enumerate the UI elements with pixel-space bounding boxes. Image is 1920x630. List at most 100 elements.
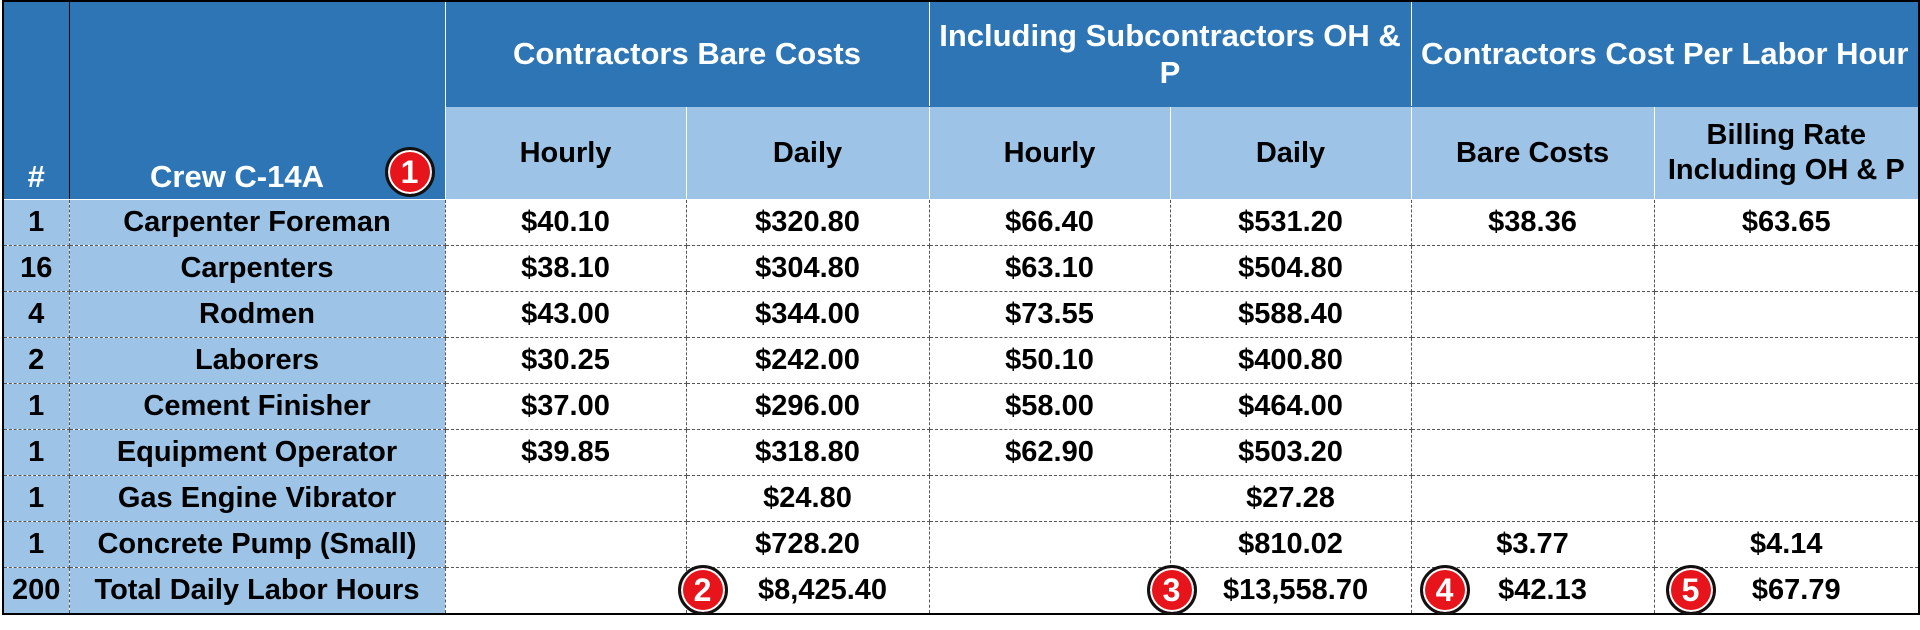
table-cell <box>928 475 1171 522</box>
header-text: Contractors Bare Costs <box>513 36 861 72</box>
table-cell <box>1653 475 1920 522</box>
table-cell: Gas Engine Vibrator <box>68 475 446 522</box>
table-cell: 16 <box>2 245 70 292</box>
cell-text: $8,425.40 <box>758 573 888 606</box>
table-cell: 1 <box>2 383 70 430</box>
header-text: # <box>27 158 45 194</box>
table-row: 1 Concrete Pump (Small) $728.20 $810.02 $3.7… <box>2 521 1920 568</box>
table-cell: 1 <box>2 199 70 246</box>
group-header: Including Subcontractors OH & P <box>928 0 1412 107</box>
table-cell: $30.25 <box>444 337 687 384</box>
table-cell: $400.80 <box>1169 337 1412 384</box>
cell-text: Concrete Pump (Small) <box>97 528 417 561</box>
table-cell: Rodmen <box>68 291 446 338</box>
table-cell: Concrete Pump (Small) <box>68 521 446 568</box>
table-cell <box>928 521 1171 568</box>
cell-text: $38.36 <box>1488 206 1577 239</box>
header-text: Crew C-14A <box>150 158 324 194</box>
cell-text: $504.80 <box>1238 252 1343 285</box>
table-cell <box>928 567 1171 614</box>
header-text: Hourly <box>1003 136 1096 169</box>
cell-text: 1 <box>28 206 45 239</box>
table-cell: $504.80 <box>1169 245 1412 292</box>
header-text: Hourly <box>519 136 612 169</box>
cell-text: $66.40 <box>1005 206 1094 239</box>
cell-text: $588.40 <box>1238 298 1343 331</box>
table-cell: 4 <box>2 291 70 338</box>
header-text: Bare Costs <box>1455 136 1610 169</box>
cell-text: $728.20 <box>755 528 860 561</box>
cell-text: 1 <box>28 528 45 561</box>
cell-text: Carpenter Foreman <box>123 206 391 239</box>
cell-text: 1 <box>28 482 45 515</box>
subheader: Hourly <box>444 106 687 200</box>
table-cell: Total Daily Labor Hours <box>68 567 446 614</box>
table-cell: $58.00 <box>928 383 1171 430</box>
table-cell: $304.80 <box>685 245 930 292</box>
cell-text: 16 <box>20 252 53 285</box>
cell-text: 1 <box>28 436 45 469</box>
table-cell <box>444 475 687 522</box>
table-cell: $73.55 <box>928 291 1171 338</box>
table-cell <box>1410 291 1655 338</box>
table-cell: $37.00 <box>444 383 687 430</box>
table-cell: $503.20 <box>1169 429 1412 476</box>
cell-text: Total Daily Labor Hours <box>94 573 420 606</box>
table-cell: $24.80 <box>685 475 930 522</box>
table-row: 1 Gas Engine Vibrator $24.80 $27.28 <box>2 475 1920 522</box>
table-cell: $464.00 <box>1169 383 1412 430</box>
subheader: Billing Rate Including OH & P <box>1653 106 1920 200</box>
subheader: Hourly <box>928 106 1171 200</box>
cell-text: $63.65 <box>1741 206 1831 239</box>
table-cell: Equipment Operator <box>68 429 446 476</box>
table-cell: $8,425.40 2 <box>677 565 930 616</box>
table-cell: $62.90 <box>928 429 1171 476</box>
cell-text: Cement Finisher <box>143 390 371 423</box>
cell-text: Carpenters <box>180 252 334 285</box>
cell-text: $67.79 <box>1751 573 1841 606</box>
header-text: Contractors Cost Per Labor Hour <box>1421 36 1909 72</box>
table-row: 1 Equipment Operator $39.85 $318.80 $62.90 $5… <box>2 429 1920 476</box>
group-header: Contractors Cost Per Labor Hour <box>1410 0 1920 107</box>
table-cell <box>1653 337 1920 384</box>
table-cell: $40.10 <box>444 199 687 246</box>
table-cell: $344.00 <box>685 291 930 338</box>
table-cell: $13,558.70 3 <box>1146 565 1412 616</box>
table-cell: 1 <box>2 521 70 568</box>
table-cell <box>1653 383 1920 430</box>
table-cell <box>1653 429 1920 476</box>
cell-text: $344.00 <box>755 298 860 331</box>
cell-text: $318.80 <box>755 436 860 469</box>
table-cell <box>1653 245 1920 292</box>
cell-text: $37.00 <box>521 390 610 423</box>
cell-text: $400.80 <box>1238 344 1343 377</box>
table-cell: $728.20 <box>685 521 930 568</box>
table-row: 4 Rodmen $43.00 $344.00 $73.55 $588.40 <box>2 291 1920 338</box>
cell-text: $50.10 <box>1005 344 1094 377</box>
cell-text: $464.00 <box>1238 390 1343 423</box>
cell-text: $39.85 <box>521 436 610 469</box>
cell-text: $531.20 <box>1238 206 1343 239</box>
table-cell: 1 <box>2 429 70 476</box>
table-cell <box>1410 429 1655 476</box>
table-cell: $42.13 4 <box>1410 565 1655 616</box>
cell-text: $296.00 <box>755 390 860 423</box>
cell-text: $242.00 <box>755 344 860 377</box>
table-cell: $67.79 5 <box>1653 565 1920 616</box>
cell-text: $27.28 <box>1246 482 1335 515</box>
callout-badge: 1 <box>384 147 435 197</box>
table-cell: $50.10 <box>928 337 1171 384</box>
table-cell: $38.36 <box>1410 199 1655 246</box>
cell-text: $42.13 <box>1498 573 1587 606</box>
header-cell: # <box>2 0 70 200</box>
table-cell: 1 <box>2 475 70 522</box>
table-cell: $588.40 <box>1169 291 1412 338</box>
callout-badge: 3 <box>1146 565 1197 616</box>
table-cell: Carpenter Foreman <box>68 199 446 246</box>
cell-text: $13,558.70 <box>1222 573 1369 606</box>
header-text: Billing Rate Including OH & P <box>1667 119 1905 186</box>
group-header: Contractors Bare Costs <box>444 0 930 107</box>
table-cell: $296.00 <box>685 383 930 430</box>
cell-text: $810.02 <box>1238 528 1343 561</box>
